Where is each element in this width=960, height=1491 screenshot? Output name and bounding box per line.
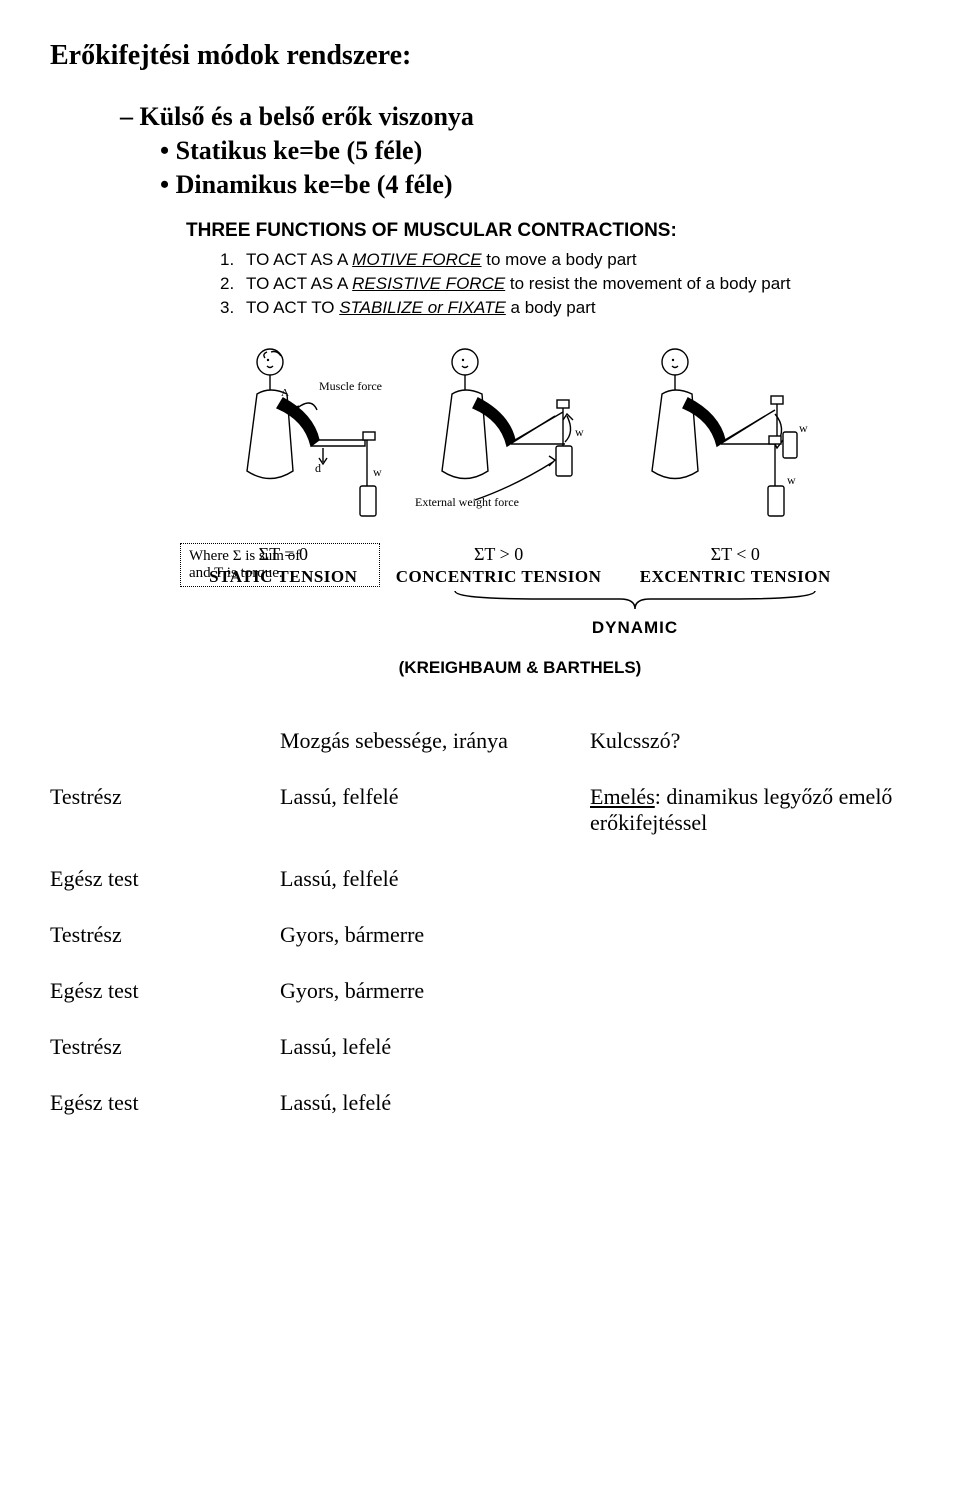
section-2-row: Egész test Lassú, felfelé [50, 866, 910, 892]
row-mid: Gyors, bármerre [280, 978, 590, 1004]
list-text: TO ACT AS A RESISTIVE FORCE to resist th… [246, 274, 860, 294]
row-left: Egész test [50, 1090, 280, 1116]
eq-text: ΣT < 0 [640, 544, 831, 565]
list-post: a body part [506, 298, 596, 317]
row-left: Egész test [50, 866, 280, 892]
row-left: Testrész [50, 784, 280, 836]
eq-label: CONCENTRIC TENSION [396, 567, 602, 587]
row-mid: Lassú, felfelé [280, 866, 590, 892]
row-mid: Lassú, lefelé [280, 1034, 590, 1060]
dynamic-label: DYNAMIC [450, 618, 820, 638]
list-emph: STABILIZE or FIXATE [339, 298, 506, 317]
svg-text:w: w [373, 465, 382, 479]
outline-line-1: Külső és a belső erők viszonya [120, 102, 910, 132]
row-mid: Gyors, bármerre [280, 922, 590, 948]
svg-text:External weight force: External weight force [415, 495, 519, 509]
list-emph: MOTIVE FORCE [352, 250, 481, 269]
eq-label: EXCENTRIC TENSION [640, 567, 831, 587]
header-mozgas: Mozgás sebessége, iránya [280, 728, 590, 754]
section-2-row: Testrész Lassú, felfelé Emelés: dinamiku… [50, 784, 910, 836]
outline-line-2: Statikus ke=be (5 féle) [160, 136, 910, 166]
list-number: 3. [220, 298, 246, 318]
page-title: Erőkifejtési módok rendszere: [50, 40, 910, 72]
list-number: 2. [220, 274, 246, 294]
eq-col-eccentric: ΣT < 0 EXCENTRIC TENSION [640, 544, 831, 587]
figure-list: 1. TO ACT AS A MOTIVE FORCE to move a bo… [220, 250, 860, 318]
row-left: Testrész [50, 1034, 280, 1060]
list-pre: TO ACT AS A [246, 250, 352, 269]
where-line: and T is torque. [189, 565, 371, 582]
drawing-static: A d Muscle force w [215, 336, 405, 536]
section-2-row: Egész test Gyors, bármerre [50, 978, 910, 1004]
row-left: Egész test [50, 978, 280, 1004]
list-post: to move a body part [482, 250, 637, 269]
list-text: TO ACT AS A MOTIVE FORCE to move a body … [246, 250, 860, 270]
list-number: 1. [220, 250, 246, 270]
row-mid: Lassú, lefelé [280, 1090, 590, 1116]
svg-text:A: A [281, 387, 289, 399]
drawing-eccentric: w w [625, 336, 825, 536]
figure-list-item: 1. TO ACT AS A MOTIVE FORCE to move a bo… [220, 250, 860, 270]
list-pre: TO ACT AS A [246, 274, 352, 293]
dynamic-brace: DYNAMIC [450, 589, 820, 638]
section-2: Mozgás sebessége, iránya Kulcsszó? Testr… [50, 728, 910, 1116]
section-2-header: Mozgás sebessége, iránya Kulcsszó? [50, 728, 910, 754]
figure-drawings-row: A d Muscle force w [180, 336, 860, 536]
section-2-row: Egész test Lassú, lefelé [50, 1090, 910, 1116]
list-emph: RESISTIVE FORCE [352, 274, 505, 293]
section-2-row: Testrész Gyors, bármerre [50, 922, 910, 948]
section-2-row: Testrész Lassú, lefelé [50, 1034, 910, 1060]
header-kulcsszo: Kulcsszó? [590, 728, 910, 754]
svg-text:d: d [315, 461, 321, 475]
outline-line-3: Dinamikus ke=be (4 féle) [160, 170, 910, 200]
where-box: Where Σ is sum of and T is torque. [180, 543, 380, 587]
row-left: Testrész [50, 922, 280, 948]
eq-col-concentric: ΣT > 0 CONCENTRIC TENSION [396, 544, 602, 587]
row-mid: Lassú, felfelé [280, 784, 590, 836]
figure-list-item: 3. TO ACT TO STABILIZE or FIXATE a body … [220, 298, 860, 318]
where-line: Where Σ is sum of [189, 548, 371, 565]
svg-text:w: w [575, 425, 584, 439]
svg-text:w: w [799, 421, 808, 435]
row-right: Emelés: dinamikus legyőző emelő erőkifej… [590, 784, 910, 836]
svg-text:w: w [787, 473, 796, 487]
row-right-underline: Emelés [590, 784, 655, 809]
list-post: to resist the movement of a body part [505, 274, 790, 293]
figure-block: THREE FUNCTIONS OF MUSCULAR CONTRACTIONS… [180, 220, 860, 678]
svg-text:Muscle force: Muscle force [319, 379, 382, 393]
eq-text: ΣT > 0 [396, 544, 602, 565]
list-pre: TO ACT TO [246, 298, 339, 317]
figure-header: THREE FUNCTIONS OF MUSCULAR CONTRACTIONS… [186, 220, 860, 242]
figure-list-item: 2. TO ACT AS A RESISTIVE FORCE to resist… [220, 274, 860, 294]
figure-credit: (KREIGHBAUM & BARTHELS) [180, 658, 860, 678]
list-text: TO ACT TO STABILIZE or FIXATE a body par… [246, 298, 860, 318]
drawing-concentric: w External weight force [415, 336, 615, 536]
